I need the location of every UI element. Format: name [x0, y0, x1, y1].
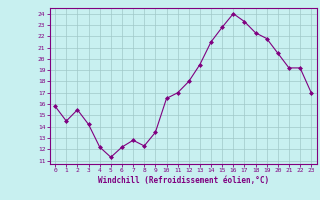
X-axis label: Windchill (Refroidissement éolien,°C): Windchill (Refroidissement éolien,°C) [98, 176, 269, 185]
